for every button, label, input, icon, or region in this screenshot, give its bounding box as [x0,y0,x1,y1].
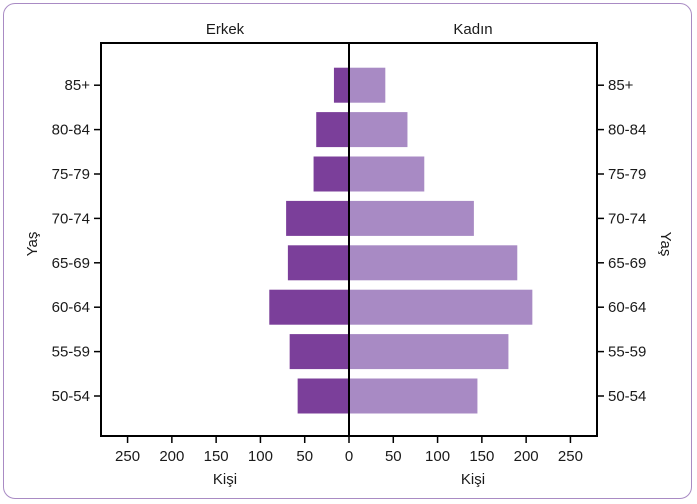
y-tick-label-right: 65-69 [608,255,646,272]
y-tick-label-right: 55-59 [608,344,646,361]
bar-Erkek-70-74 [286,200,349,236]
x-tick-label: 250 [558,448,583,465]
chart-frame [3,3,692,499]
bar-Erkek-55-59 [289,334,349,370]
x-tick-label: 100 [425,448,450,465]
y-tick-label-right: 75-79 [608,166,646,183]
x-tick-label: 0 [345,448,353,465]
y-tick-label-left: 75-79 [52,166,90,183]
y-tick-label-left: 70-74 [52,210,90,227]
bar-Erkek-80-84 [316,112,349,148]
bar-Erkek-50-54 [297,378,349,414]
x-tick-label: 50 [296,448,313,465]
bar-Erkek-65-69 [287,245,349,281]
x-tick-label: 150 [204,448,229,465]
bar-Kadın-85+ [349,67,386,103]
ticks-layer: 50-54 50-54 55-59 55-59 60-64 60-64 65-69 65-69… [52,77,647,465]
y-tick-label-right: 85+ [608,77,634,94]
bar-Kadın-70-74 [349,200,474,236]
y-tick-label-right: 50-54 [608,388,646,405]
bar-Kadın-75-79 [349,156,425,192]
x-tick-label: 200 [159,448,184,465]
right-x-axis-label: Kişi [461,471,485,488]
bar-Kadın-50-54 [349,378,478,414]
right-series-label: Kadın [453,21,492,38]
bar-Erkek-60-64 [269,289,349,325]
y-tick-label-left: 50-54 [52,388,90,405]
y-tick-label-left: 85+ [65,77,91,94]
y-tick-label-left: 65-69 [52,255,90,272]
bar-Erkek-75-79 [313,156,349,192]
x-tick-label: 100 [248,448,273,465]
x-tick-label: 50 [385,448,402,465]
y-tick-label-right: 60-64 [608,299,646,316]
bar-Kadın-65-69 [349,245,518,281]
x-tick-label: 200 [514,448,539,465]
y-tick-label-left: 80-84 [52,122,90,139]
y-tick-label-left: 60-64 [52,299,90,316]
x-tick-label: 150 [469,448,494,465]
bars-layer [269,67,533,414]
bar-Kadın-55-59 [349,334,509,370]
left-y-axis-label: Yaş [24,232,41,257]
bar-Kadın-60-64 [349,289,533,325]
left-x-axis-label: Kişi [213,471,237,488]
bar-Kadın-80-84 [349,112,408,148]
right-y-axis-label: Yaş [657,232,674,257]
x-tick-label: 250 [115,448,140,465]
y-tick-label-left: 55-59 [52,344,90,361]
y-tick-label-right: 70-74 [608,210,646,227]
left-series-label: Erkek [206,21,245,38]
y-tick-label-right: 80-84 [608,122,646,139]
bar-Erkek-85+ [333,67,349,103]
